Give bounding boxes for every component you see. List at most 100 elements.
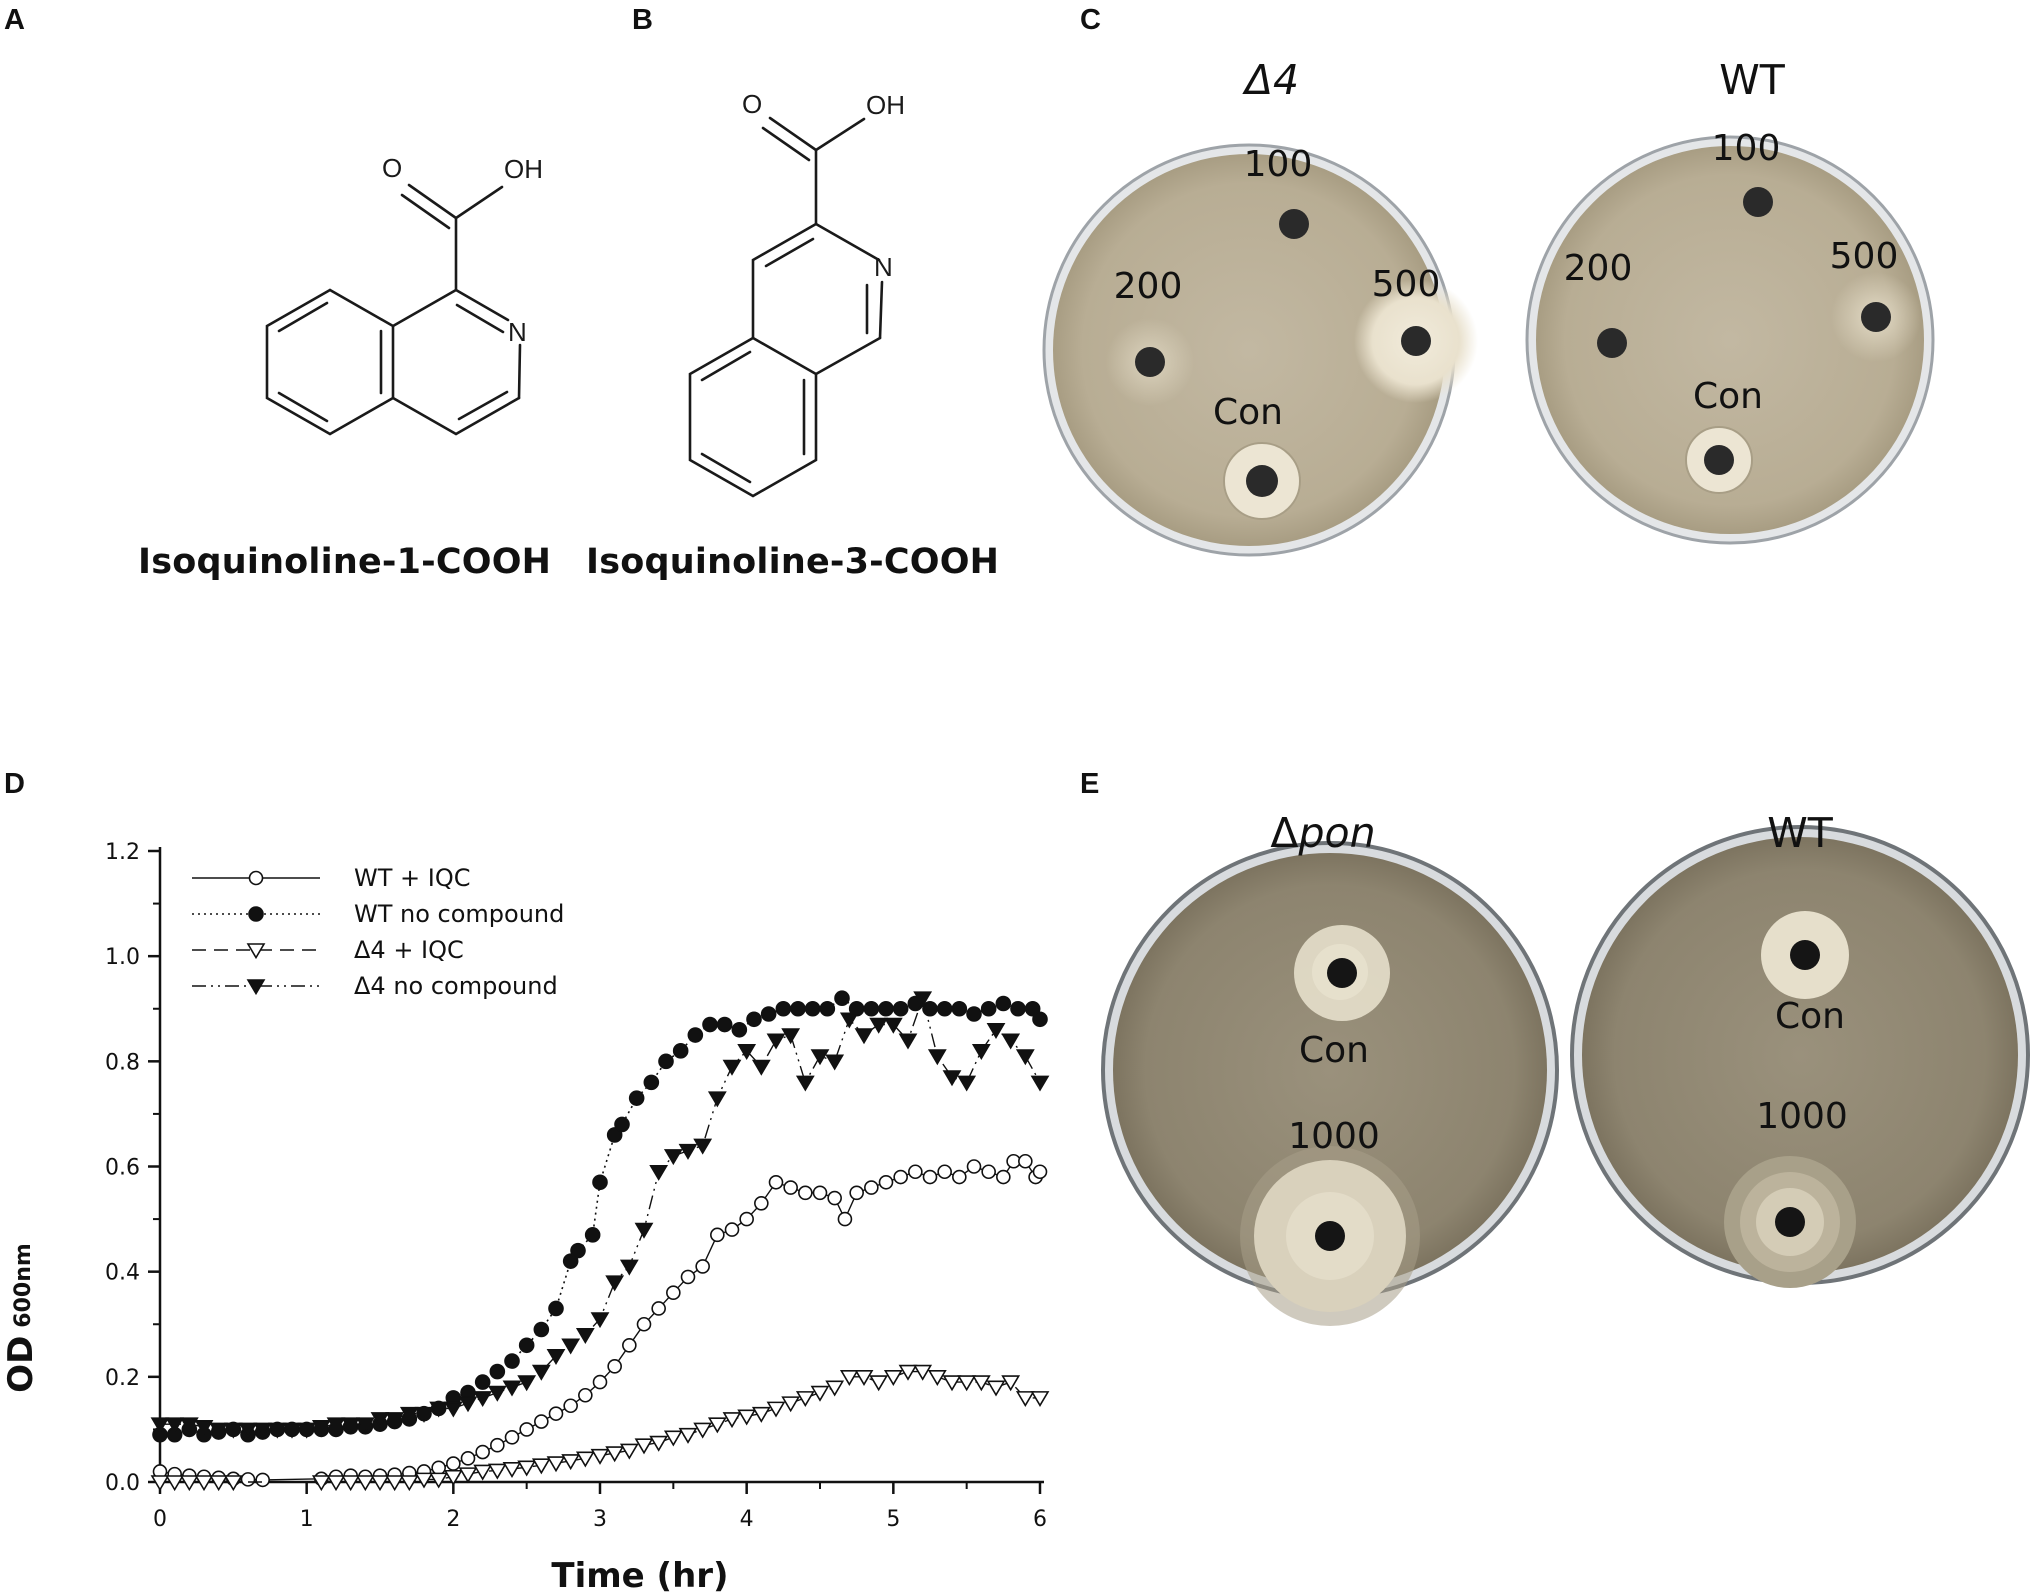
data-point <box>504 1430 520 1445</box>
data-point <box>636 1316 652 1332</box>
ring-benzo-b <box>688 336 818 498</box>
data-point <box>370 1412 390 1429</box>
plate-label-right: 500 <box>1830 236 1899 277</box>
well <box>1401 326 1431 356</box>
data-point <box>460 1451 476 1466</box>
data-point <box>839 1370 859 1387</box>
data-point <box>443 1469 463 1486</box>
data-point <box>590 1312 610 1329</box>
data-point <box>951 1000 968 1017</box>
data-point <box>707 1417 727 1434</box>
data-point <box>790 1000 806 1017</box>
zone-edge <box>1223 442 1301 520</box>
atom-n-b: N <box>874 252 893 282</box>
data-point <box>473 1391 493 1408</box>
data-point <box>878 1000 894 1017</box>
x-tick-label: 5 <box>886 1507 900 1532</box>
atom-oh-b: OH <box>866 90 905 120</box>
plate-title: WT <box>1719 56 1786 104</box>
data-point <box>385 1412 405 1429</box>
data-point <box>385 1475 405 1492</box>
data-point <box>966 1159 982 1174</box>
data-point <box>209 1475 229 1492</box>
bond-c1-c8a-b <box>814 336 882 376</box>
data-point <box>607 1359 622 1374</box>
data-point <box>869 1375 889 1392</box>
bond-co-a <box>407 183 458 220</box>
data-point <box>781 1396 801 1413</box>
data-point <box>722 1412 742 1429</box>
data-point <box>937 1164 952 1180</box>
double-bond-a1 <box>277 301 329 333</box>
series-2 <box>150 1364 1050 1492</box>
data-point <box>819 1000 836 1017</box>
data-point <box>957 1075 977 1092</box>
data-point <box>443 1401 463 1418</box>
y-axis-title: OD 600nm <box>1 1243 41 1393</box>
data-point <box>267 1422 287 1439</box>
data-point <box>561 1454 581 1471</box>
data-point <box>1030 1391 1050 1408</box>
plate-title: Δ4 <box>1242 56 1299 104</box>
data-point <box>971 1375 991 1392</box>
plate-title-delta: Δ <box>1270 809 1298 857</box>
data-point <box>475 1444 490 1460</box>
data-point <box>768 1174 784 1190</box>
plate-agar <box>1113 853 1547 1287</box>
data-point <box>165 1475 185 1492</box>
legend-label: Δ4 no compound <box>354 972 558 1000</box>
well <box>1861 302 1891 332</box>
data-point <box>869 1017 889 1034</box>
growth-chart: 0 1 2 3 4 5 60.00.20.40.60.81.01.2 WT + IQCWT … <box>1 840 1050 1592</box>
data-point <box>578 1387 593 1403</box>
data-point <box>534 1414 549 1429</box>
atom-oh-a: OH <box>504 154 543 184</box>
well <box>1279 209 1309 239</box>
ring-benzo-a <box>265 288 395 436</box>
data-point <box>209 1422 229 1439</box>
chart-axes: 0 1 2 3 4 5 6 0.0 0.2 0.4 0.6 0.8 1.0 1.2 <box>105 840 1047 1532</box>
data-point <box>253 1422 273 1439</box>
data-point <box>150 1417 170 1434</box>
y-tick-label: 0.0 <box>105 1471 140 1496</box>
data-point <box>898 1033 918 1050</box>
panel-letter-a: A <box>4 4 25 36</box>
data-point <box>854 1370 874 1387</box>
data-point <box>584 1227 601 1243</box>
data-point <box>446 1456 461 1471</box>
data-point <box>487 1463 507 1480</box>
legend-label: WT no compound <box>354 900 564 928</box>
legend-marker <box>248 906 264 922</box>
chart-legend: WT + IQC WT no compound Δ4 + IQC Δ4 no comp… <box>192 864 564 1000</box>
data-point <box>458 1396 478 1413</box>
data-point <box>798 1185 813 1201</box>
legend-marker <box>246 943 266 960</box>
well <box>1246 465 1278 497</box>
data-point <box>651 1301 666 1316</box>
data-point <box>458 1467 478 1484</box>
atom-o-b: O <box>742 89 762 119</box>
data-point <box>614 1116 630 1133</box>
y-tick-label: 0.4 <box>105 1261 140 1286</box>
data-point <box>663 1430 683 1447</box>
data-point <box>355 1417 375 1434</box>
data-point <box>634 1438 654 1455</box>
plate-label-left: 200 <box>1564 248 1633 289</box>
y-axis-title-main: OD <box>1 1336 41 1393</box>
data-point <box>548 1406 564 1421</box>
data-point <box>561 1338 581 1355</box>
data-point <box>766 1033 786 1050</box>
data-point <box>695 1259 710 1274</box>
data-point <box>414 1472 434 1489</box>
plate-c-delta4: Δ4 100 200 500 Con <box>1042 56 1478 557</box>
data-point <box>1032 1164 1048 1180</box>
data-point <box>663 1149 683 1166</box>
data-point <box>165 1417 185 1434</box>
data-point <box>297 1422 317 1439</box>
data-point <box>658 1053 674 1070</box>
data-point <box>812 1185 828 1201</box>
data-point <box>795 1391 815 1408</box>
compound-name-b: Isoquinoline-3-COOH <box>586 542 1000 582</box>
data-point <box>1018 1153 1033 1169</box>
data-point <box>531 1364 551 1381</box>
